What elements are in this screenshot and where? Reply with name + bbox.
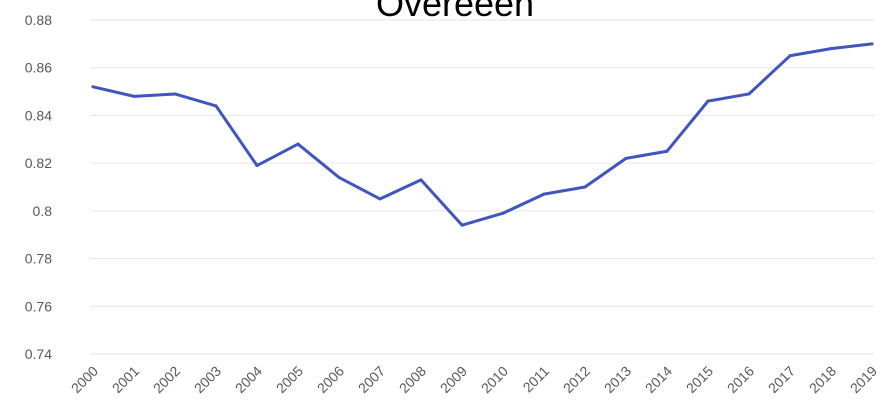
x-axis-tick-labels: 2000 2001 2002 2003 2004 2005 2006 2007 2008 2009… xyxy=(68,363,880,396)
y-tick-label: 0.8 xyxy=(33,203,53,219)
y-tick-label: 0.82 xyxy=(25,155,52,171)
x-tick-label: 2006 xyxy=(314,363,347,396)
data-point xyxy=(870,42,874,46)
y-tick-label: 0.86 xyxy=(25,60,52,76)
x-tick-label: 2019 xyxy=(847,363,880,396)
y-tick-label: 0.84 xyxy=(25,107,52,123)
data-point xyxy=(829,47,833,51)
data-point xyxy=(132,94,136,98)
data-point xyxy=(788,54,792,58)
data-point xyxy=(747,92,751,96)
x-tick-label: 2015 xyxy=(683,363,716,396)
x-tick-label: 2018 xyxy=(806,363,839,396)
x-tick-label: 2001 xyxy=(109,363,142,396)
data-point xyxy=(378,197,382,201)
data-point xyxy=(624,156,628,160)
data-point xyxy=(214,104,218,108)
data-point xyxy=(706,99,710,103)
x-tick-label: 2014 xyxy=(642,363,675,396)
x-tick-label: 2002 xyxy=(150,363,183,396)
y-axis-tick-labels: 0.74 0.76 0.78 0.8 0.82 0.84 0.86 0.88 xyxy=(25,12,52,362)
data-point xyxy=(296,142,300,146)
x-tick-label: 2003 xyxy=(191,363,224,396)
data-point xyxy=(460,223,464,227)
x-tick-label: 2016 xyxy=(724,363,757,396)
data-point xyxy=(542,192,546,196)
x-tick-label: 2009 xyxy=(437,363,470,396)
x-tick-label: 2017 xyxy=(765,363,798,396)
y-tick-label: 0.88 xyxy=(25,12,52,28)
gridlines xyxy=(90,19,874,355)
data-point xyxy=(91,85,95,89)
x-tick-label: 2000 xyxy=(68,363,101,396)
data-point xyxy=(665,149,669,153)
y-tick-label: 0.78 xyxy=(25,251,52,267)
data-point xyxy=(501,211,505,215)
y-tick-label: 0.74 xyxy=(25,346,52,362)
data-point xyxy=(583,185,587,189)
data-point xyxy=(255,164,259,168)
chart-title: Overeeen xyxy=(376,0,534,24)
x-tick-label: 2013 xyxy=(601,363,634,396)
x-tick-label: 2004 xyxy=(232,363,265,396)
x-tick-label: 2010 xyxy=(478,363,511,396)
x-tick-label: 2008 xyxy=(396,363,429,396)
x-tick-label: 2005 xyxy=(273,363,306,396)
series-line xyxy=(91,42,874,227)
data-point xyxy=(419,178,423,182)
y-tick-label: 0.76 xyxy=(25,298,52,314)
data-point xyxy=(337,175,341,179)
x-tick-label: 2007 xyxy=(355,363,388,396)
data-point xyxy=(173,92,177,96)
series-layer xyxy=(91,42,874,227)
x-tick-label: 2012 xyxy=(560,363,593,396)
x-tick-label: 2011 xyxy=(520,363,553,396)
